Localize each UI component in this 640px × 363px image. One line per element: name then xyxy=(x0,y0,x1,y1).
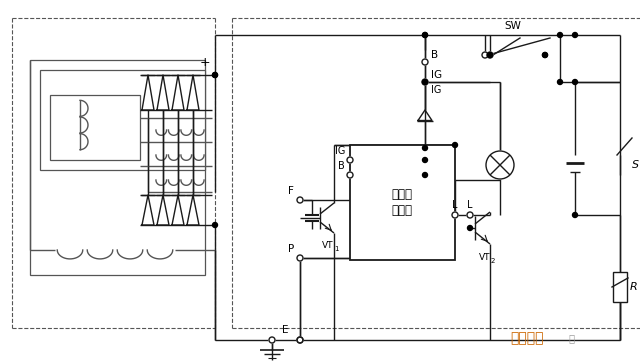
Circle shape xyxy=(422,79,428,85)
Circle shape xyxy=(212,73,218,77)
Circle shape xyxy=(422,33,428,37)
Circle shape xyxy=(297,337,303,343)
Circle shape xyxy=(482,52,488,58)
Circle shape xyxy=(422,79,428,85)
Circle shape xyxy=(573,212,577,217)
Circle shape xyxy=(297,197,303,203)
Circle shape xyxy=(422,33,428,37)
Text: SW: SW xyxy=(504,21,522,31)
Circle shape xyxy=(347,172,353,178)
Text: 1: 1 xyxy=(333,246,339,252)
Circle shape xyxy=(467,225,472,231)
Text: VT: VT xyxy=(479,253,491,262)
Bar xyxy=(50,95,140,160)
Circle shape xyxy=(486,151,514,179)
Circle shape xyxy=(467,212,473,218)
Circle shape xyxy=(269,337,275,343)
Circle shape xyxy=(573,33,577,37)
Circle shape xyxy=(487,52,493,58)
Text: VT: VT xyxy=(323,241,333,250)
Circle shape xyxy=(557,33,563,37)
Circle shape xyxy=(422,59,428,65)
Circle shape xyxy=(212,223,218,228)
Circle shape xyxy=(543,53,547,57)
Text: E: E xyxy=(282,325,289,335)
Circle shape xyxy=(452,212,458,218)
Text: 单片集: 单片集 xyxy=(392,188,413,200)
Circle shape xyxy=(573,79,577,85)
Text: 江西龙网: 江西龙网 xyxy=(510,331,543,345)
Circle shape xyxy=(488,53,493,57)
Text: 2: 2 xyxy=(491,258,495,264)
Circle shape xyxy=(422,172,428,178)
Circle shape xyxy=(297,337,303,343)
Text: B: B xyxy=(339,161,345,171)
Text: IG: IG xyxy=(431,70,442,80)
Text: L: L xyxy=(452,200,458,210)
Circle shape xyxy=(212,73,218,77)
Text: P: P xyxy=(288,244,294,254)
Text: S: S xyxy=(632,160,639,170)
Text: +: + xyxy=(200,57,211,69)
Text: F: F xyxy=(288,186,294,196)
Text: 成电路: 成电路 xyxy=(392,204,413,216)
Text: IG: IG xyxy=(431,85,442,95)
Circle shape xyxy=(297,255,303,261)
Bar xyxy=(613,272,627,302)
Bar xyxy=(30,60,205,275)
Circle shape xyxy=(543,53,547,57)
Circle shape xyxy=(452,143,458,147)
Text: R: R xyxy=(630,282,638,292)
Text: IG: IG xyxy=(335,146,345,156)
Text: B: B xyxy=(431,50,438,60)
Circle shape xyxy=(422,158,428,163)
Bar xyxy=(40,70,205,170)
Text: L: L xyxy=(467,200,473,210)
Bar xyxy=(350,145,455,260)
Circle shape xyxy=(422,146,428,151)
Circle shape xyxy=(557,79,563,85)
Text: 训: 训 xyxy=(566,333,575,343)
Circle shape xyxy=(347,157,353,163)
